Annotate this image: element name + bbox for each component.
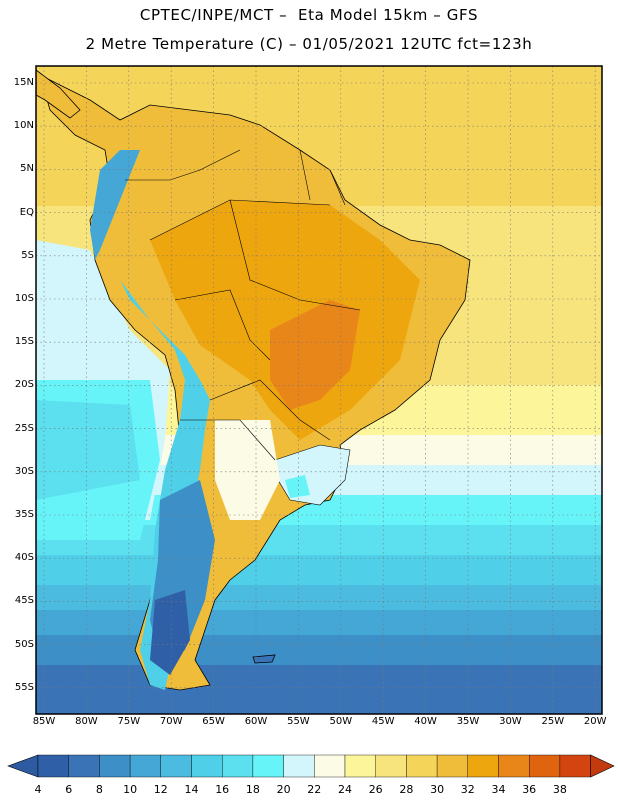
colorbar-tick-label: 26: [368, 783, 383, 796]
ocean-band: [36, 635, 602, 665]
colorbar-swatch: [436, 754, 469, 778]
latitude-label: 15S: [14, 336, 34, 348]
colorbar: [7, 754, 615, 778]
longitude-label: 60W: [244, 716, 268, 727]
colorbar-swatch: [559, 754, 591, 778]
latitude-label: 25S: [14, 422, 34, 434]
graticule: [36, 66, 602, 714]
colorbar-tick-label: 30: [430, 783, 445, 796]
cold-spot: [285, 475, 310, 498]
longitude-label: 85W: [32, 716, 56, 727]
longitude-label: 30W: [499, 716, 522, 727]
longitude-label: 20W: [583, 716, 607, 727]
chart-title-line1: CPTEC/INPE/MCT – Eta Model 15km – GFS: [139, 6, 479, 24]
colorbar-tick-label: 24: [338, 783, 352, 796]
colorbar-tick-label: 10: [123, 783, 138, 796]
latitude-label: 5S: [21, 249, 34, 261]
pacific-cold-water: [36, 400, 140, 500]
longitude-label: 45W: [371, 716, 395, 727]
ocean-band: [36, 585, 602, 610]
colorbar-swatch: [498, 754, 530, 778]
latitude-label: 10N: [13, 120, 34, 132]
colorbar-swatch: [191, 754, 223, 778]
ocean-band: [36, 665, 602, 714]
colorbar-tick-label: 34: [491, 783, 506, 796]
colorbar-tick-label: 4: [34, 783, 42, 796]
colorbar-tick-label: 22: [307, 783, 322, 796]
latitude-label: 30S: [14, 465, 34, 477]
pampas-mild: [215, 420, 280, 520]
colorbar-under-arrow: [7, 754, 39, 778]
chart-title-line2: 2 Metre Temperature (C) – 01/05/2021 12U…: [85, 35, 533, 53]
country-borders: [125, 149, 361, 461]
falkland-islands: [252, 654, 276, 664]
longitude-label: 65W: [202, 716, 225, 727]
longitude-label: 35W: [456, 716, 480, 727]
longitude-label: 75W: [117, 716, 141, 727]
continent: [35, 69, 471, 691]
latitude-label: 45S: [14, 595, 34, 607]
colorbar-tick-label: 18: [245, 783, 260, 796]
longitude-label: 50W: [329, 716, 353, 727]
patagonia-coldest: [150, 590, 190, 675]
colorbar-swatch: [129, 754, 162, 778]
latitude-label: 50S: [14, 638, 34, 650]
ocean-band: [36, 610, 602, 635]
colorbar-tick-label: 38: [552, 783, 567, 796]
colorbar-swatch: [252, 754, 284, 778]
longitude-label: 55W: [287, 716, 310, 727]
hot-interior: [150, 200, 420, 440]
colorbar-tick-label: 6: [65, 783, 73, 796]
colorbar-tick-label: 36: [522, 783, 537, 796]
colorbar-swatch: [529, 754, 561, 778]
colorbar-swatch: [406, 754, 438, 778]
colorbar-tick-label: 12: [153, 783, 168, 796]
colorbar-tick-label: 16: [215, 783, 230, 796]
colorbar-over-arrow: [590, 754, 615, 778]
colorbar-swatch: [37, 754, 69, 778]
colorbar-tick-label: 32: [460, 783, 475, 796]
longitude-label: 80W: [75, 716, 98, 727]
colorbar-swatch: [160, 754, 192, 778]
latitude-label: 55S: [14, 681, 34, 693]
latitude-label: 35S: [14, 509, 34, 520]
latitude-label: 40S: [14, 552, 34, 564]
andes-south: [120, 280, 210, 690]
longitude-label: 25W: [541, 716, 565, 727]
ocean-band: [36, 555, 602, 585]
andes-north: [90, 150, 140, 260]
map-frame: [35, 65, 603, 715]
colorbar-swatch: [99, 754, 131, 778]
colorbar-swatch: [375, 754, 407, 778]
colorbar-swatch: [283, 754, 315, 778]
latitude-label: 5N: [20, 163, 34, 175]
longitude-label: 70W: [159, 716, 183, 727]
colorbar-swatch: [221, 754, 254, 778]
colorbar-tick-label: 8: [95, 783, 103, 796]
longitude-label: 40W: [414, 716, 437, 727]
colorbar-swatch: [314, 754, 346, 778]
latitude-label: 10S: [14, 293, 34, 304]
very-hot-core: [270, 300, 360, 410]
latitude-label: EQ: [19, 206, 34, 218]
latitude-label: 20S: [14, 379, 34, 391]
colorbar-tick-label: 20: [276, 783, 291, 796]
colorbar-swatch: [68, 754, 100, 778]
colorbar-tick-label: 14: [184, 783, 199, 796]
colorbar-swatch: [467, 754, 499, 778]
colorbar-tick-label: 28: [399, 783, 414, 796]
latitude-label: 15N: [13, 77, 34, 88]
colorbar-swatch: [344, 754, 376, 778]
